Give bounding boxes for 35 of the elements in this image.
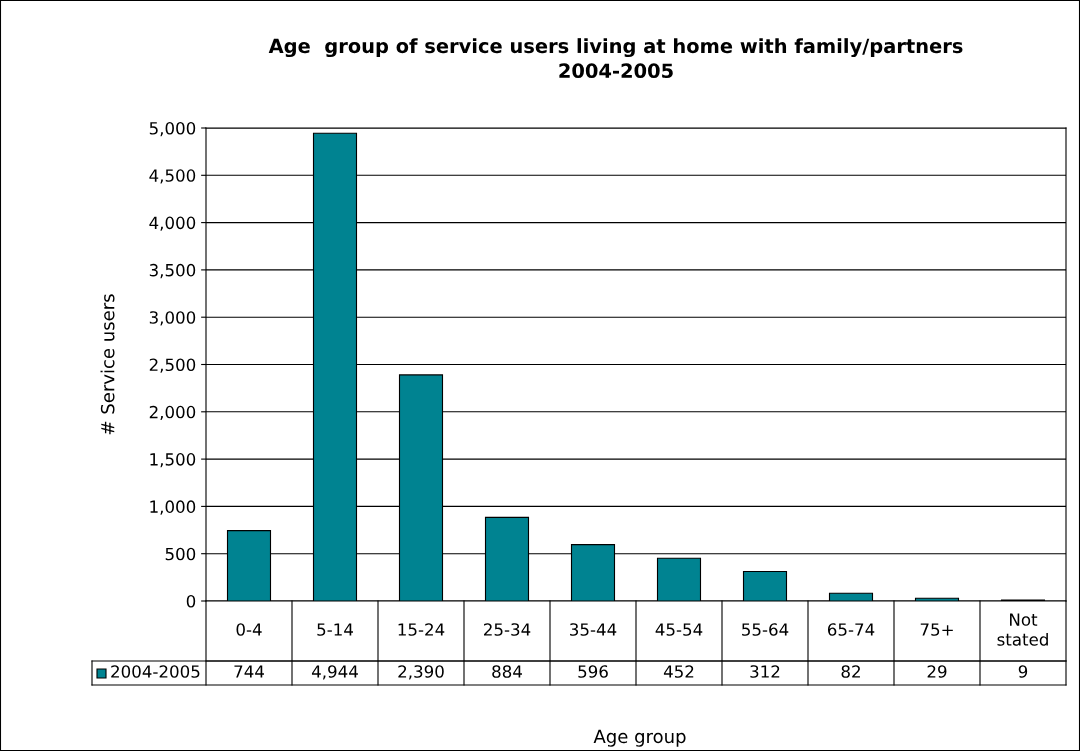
y-tick-label: 5,000 xyxy=(149,121,196,137)
data-label: 884 xyxy=(492,665,522,678)
y-tick-label: 2,500 xyxy=(149,358,196,373)
data-label: 744 xyxy=(234,665,264,678)
y-tick-label: 3,000 xyxy=(149,311,196,326)
y-tick-label: 1,000 xyxy=(150,500,196,515)
y-tick-label: 1,500 xyxy=(150,453,196,468)
data-label: 29 xyxy=(927,665,947,678)
y-tick-label: 4,000 xyxy=(149,216,196,231)
x-tick-label: 75+ xyxy=(920,623,953,636)
y-tick-label: 4,500 xyxy=(149,169,196,184)
x-tick-label: 55-64 xyxy=(742,623,789,636)
y-tick-label: 2,000 xyxy=(149,405,196,421)
y-axis-title: # Service users xyxy=(100,294,115,435)
data-label: 312 xyxy=(750,665,780,678)
data-label: 452 xyxy=(663,665,694,678)
y-tick-label: 0 xyxy=(186,594,196,608)
x-tick-label: 5-14 xyxy=(317,623,353,636)
data-label: 9 xyxy=(1018,665,1028,678)
x-tick-label: 35-44 xyxy=(570,623,617,636)
data-label: 4,944 xyxy=(311,665,358,680)
x-tick-label: 65-74 xyxy=(827,623,875,636)
data-label: 596 xyxy=(578,665,608,678)
legend-label: 2004-2005 xyxy=(111,665,200,678)
data-label: 2,390 xyxy=(398,665,444,680)
y-tick-label: 3,500 xyxy=(149,263,196,279)
x-tick-label: 15-24 xyxy=(398,623,445,636)
x-tick-label: 0-4 xyxy=(236,623,262,636)
x-tick-label: 25-34 xyxy=(484,623,531,636)
data-label: 82 xyxy=(841,665,860,678)
chart-title: Age group of service users living at home with family/partners 2004-2005 xyxy=(268,38,963,79)
x-tick-label: Not stated xyxy=(997,613,1048,646)
x-tick-label: 45-54 xyxy=(655,623,703,636)
x-axis-title: Age group xyxy=(593,729,686,747)
y-tick-label: 500 xyxy=(165,547,196,561)
